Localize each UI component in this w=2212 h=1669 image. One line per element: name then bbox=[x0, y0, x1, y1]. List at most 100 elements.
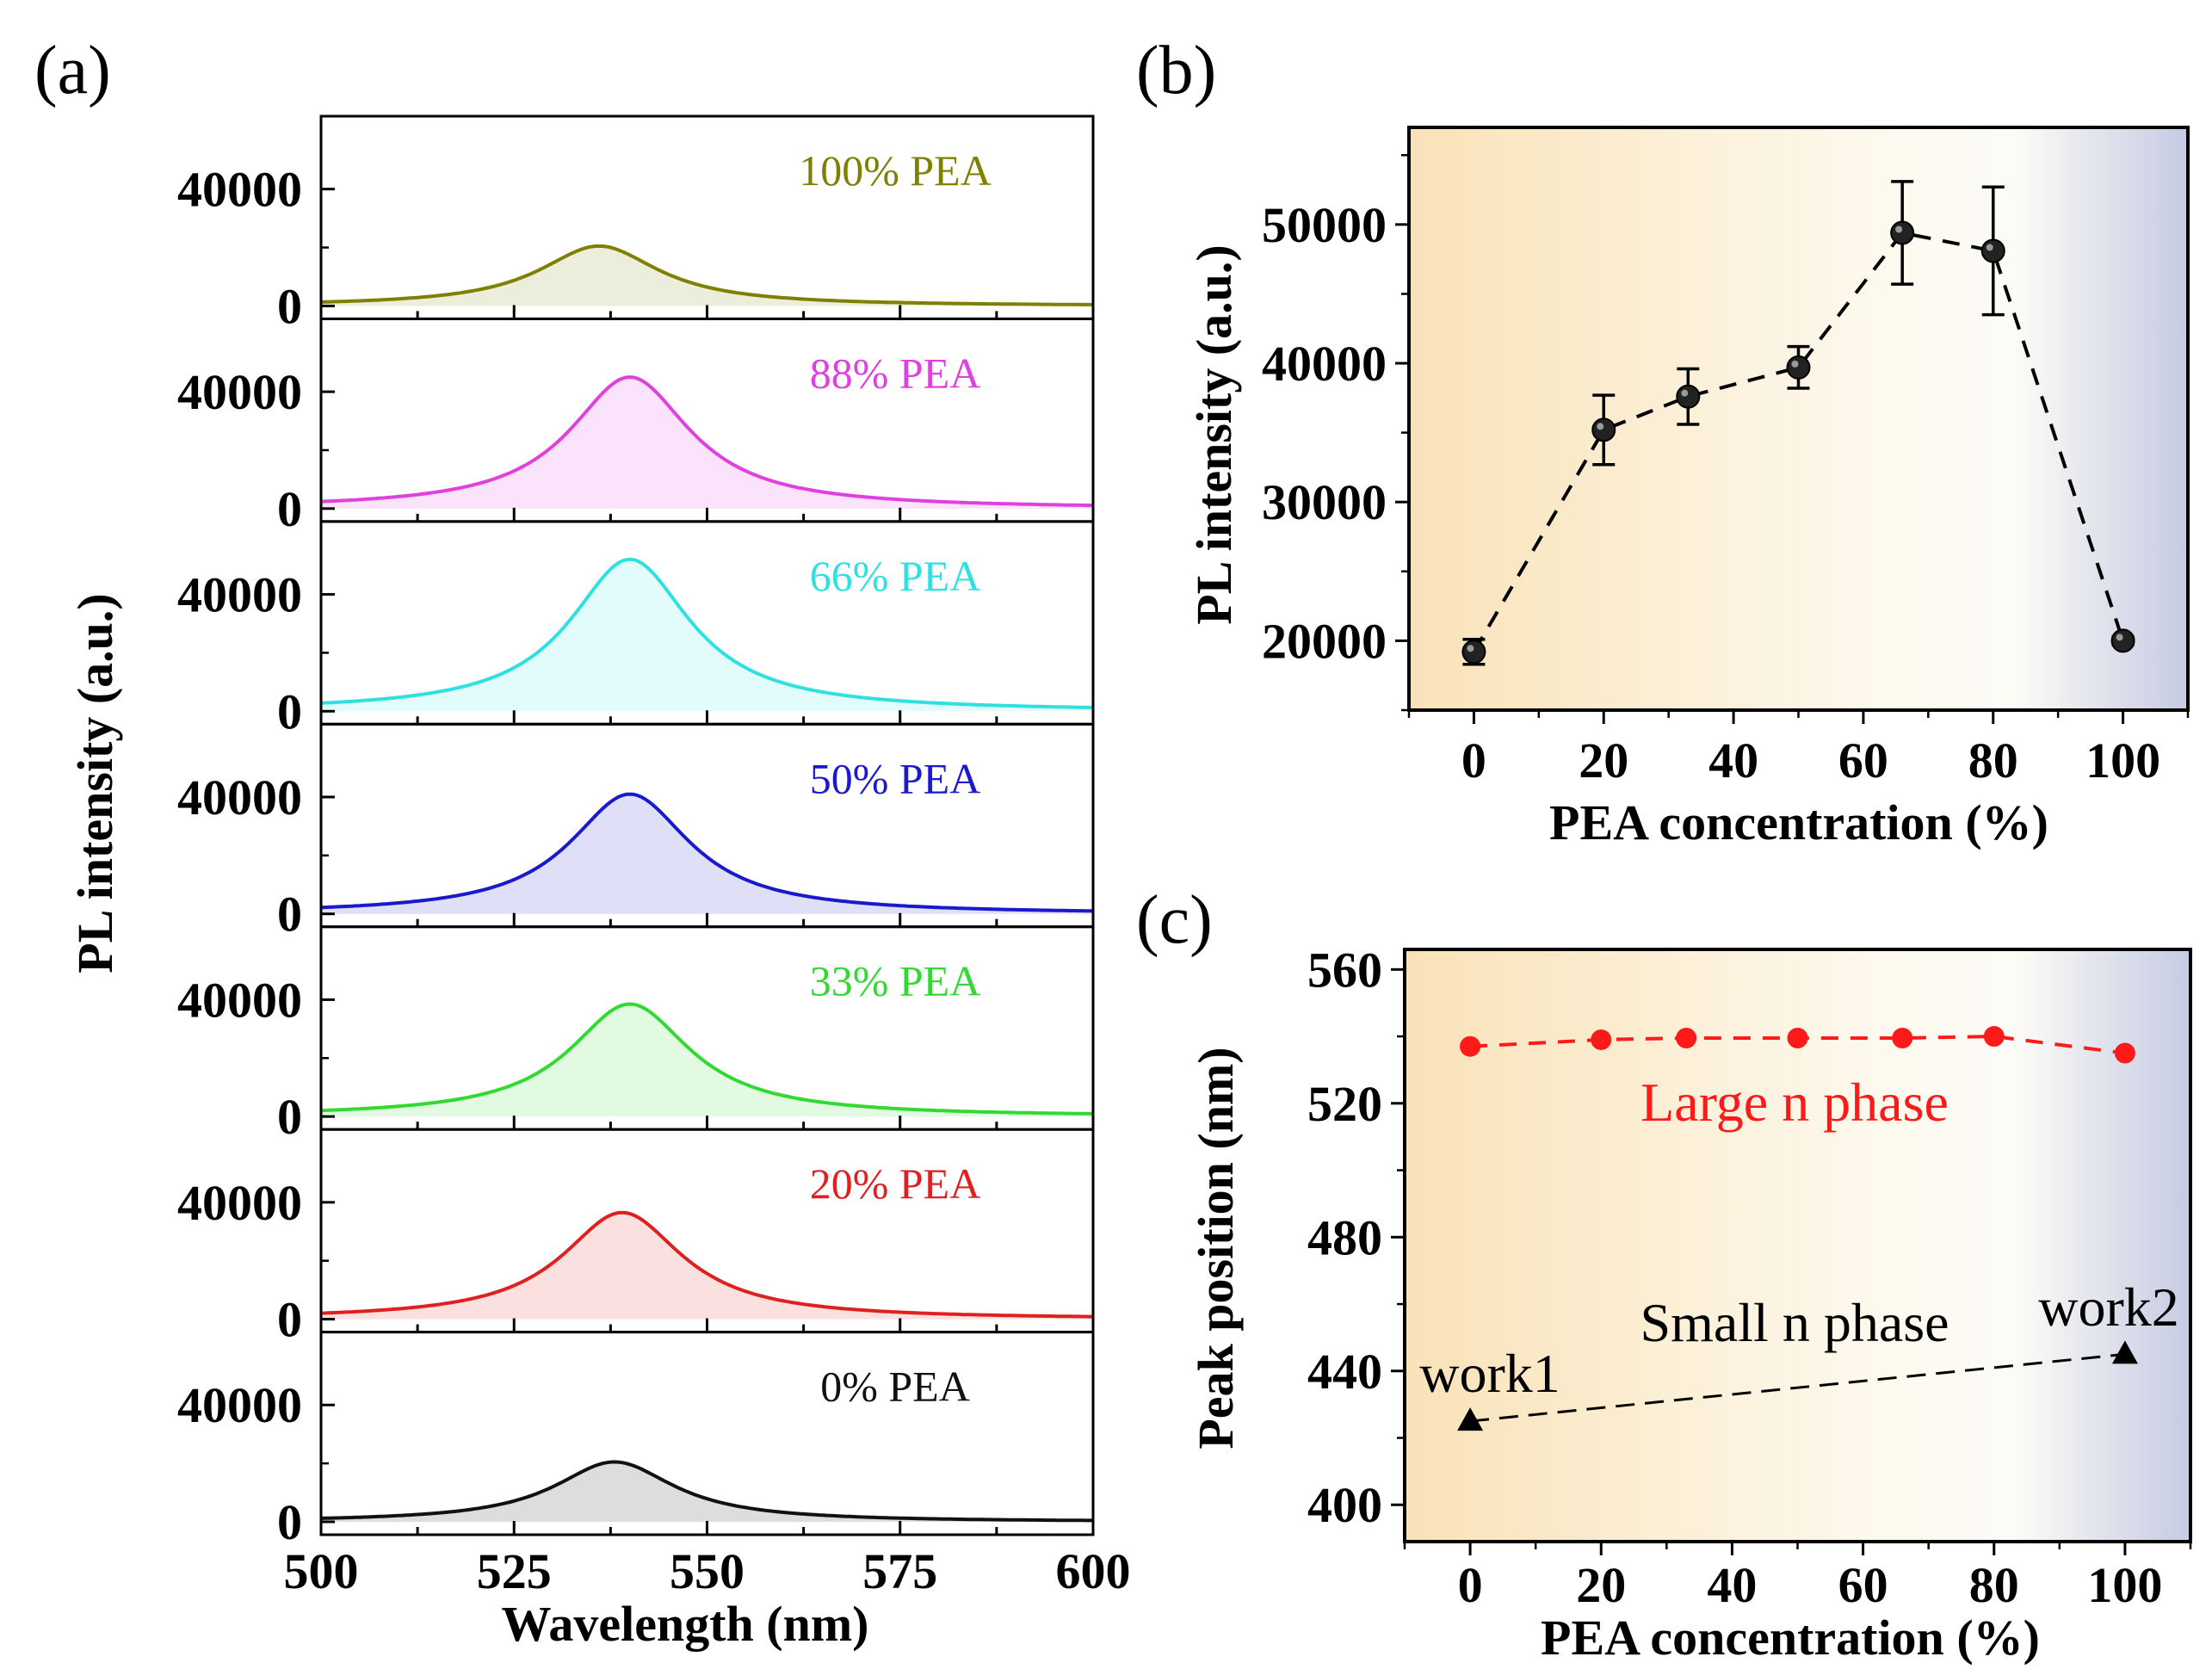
data-point bbox=[1980, 238, 2005, 263]
spectrum-fill-0-pea bbox=[321, 1462, 1093, 1522]
spectrum-fill-50-pea bbox=[321, 794, 1093, 914]
large-n-data-point bbox=[1892, 1028, 1913, 1049]
small-n-trend-line bbox=[1469, 1352, 2126, 1423]
data-point-highlight bbox=[1467, 645, 1474, 652]
x-tick-label: 80 bbox=[1968, 733, 2018, 788]
y-tick-label: 30000 bbox=[1262, 474, 1387, 530]
y-tick-label: 560 bbox=[1307, 942, 1382, 998]
x-tick-label: 60 bbox=[1838, 1557, 1888, 1613]
data-point-highlight bbox=[2116, 634, 2123, 641]
data-point-highlight bbox=[1986, 244, 1993, 251]
y-tick-label: 50000 bbox=[1262, 197, 1387, 253]
panel-b-plot: 0 20 40 60 80 100 20000 30000 40000 50000 bbox=[1262, 153, 2190, 788]
spectrum-subplot-0-pea: 0 40000 0% PEA bbox=[177, 1331, 1095, 1550]
trace-label-88-pea: 88% PEA bbox=[810, 349, 981, 397]
x-tick-label: 100 bbox=[2087, 1557, 2162, 1613]
spectrum-fill-66-pea bbox=[321, 559, 1093, 712]
panel-a: (a) 0 40000 100% PEA 0 40000 88% PEA 0 40000 66%… bbox=[34, 33, 1131, 1652]
y-tick-label: 0 bbox=[277, 1494, 302, 1550]
y-tick-label: 40000 bbox=[177, 770, 302, 825]
data-point-highlight bbox=[1791, 360, 1799, 368]
x-tick-label: 40 bbox=[1708, 733, 1758, 788]
spectrum-line-100-pea bbox=[320, 244, 1093, 306]
x-tick-label: 575 bbox=[862, 1543, 937, 1599]
trace-label-100-pea: 100% PEA bbox=[799, 146, 992, 195]
subplot-frame bbox=[319, 1331, 1095, 1536]
y-tick-label: 0 bbox=[277, 887, 302, 943]
work2-label: work2 bbox=[2038, 1276, 2179, 1338]
panel-c-frame bbox=[1403, 948, 2192, 1543]
y-tick-label: 520 bbox=[1307, 1076, 1382, 1132]
spectrum-subplot-20-pea: 0 40000 20% PEA bbox=[177, 1128, 1095, 1348]
y-tick-label: 40000 bbox=[177, 162, 302, 218]
panel-c-plot: Large n phase Small n phase work1 work2 0 20 4… bbox=[1307, 942, 2192, 1613]
y-tick-label: 40000 bbox=[177, 972, 302, 1028]
y-tick-label: 0 bbox=[277, 278, 302, 334]
y-tick-label: 400 bbox=[1307, 1477, 1382, 1533]
data-point bbox=[1676, 384, 1701, 409]
x-tick-label: 20 bbox=[1576, 1557, 1626, 1613]
data-point bbox=[2110, 628, 2135, 653]
panel-b-xlabel: PEA concentration (%) bbox=[1549, 794, 2048, 850]
y-tick-label: 40000 bbox=[177, 1377, 302, 1433]
spectrum-fill-100-pea bbox=[321, 245, 1093, 306]
data-point-highlight bbox=[1597, 423, 1604, 430]
panel-b-letter: (b) bbox=[1136, 33, 1216, 108]
small-n-phase-label: Small n phase bbox=[1640, 1292, 1949, 1353]
spectrum-fill-33-pea bbox=[321, 1004, 1093, 1117]
y-tick-label: 0 bbox=[277, 481, 302, 537]
large-n-data-point bbox=[1591, 1029, 1612, 1050]
x-tick-label: 20 bbox=[1579, 733, 1628, 788]
large-n-data-point bbox=[1787, 1028, 1808, 1049]
data-point-highlight bbox=[1895, 226, 1903, 233]
panel-b: (b) 0 20 40 60 80 100 20000 30000 40000 50000 PEA… bbox=[1136, 33, 2190, 850]
spectrum-line-20-pea bbox=[320, 1210, 1093, 1319]
large-n-phase-label: Large n phase bbox=[1640, 1072, 1949, 1133]
x-tick-label: 100 bbox=[2085, 733, 2160, 788]
y-tick-label: 0 bbox=[277, 683, 302, 739]
large-n-data-point bbox=[1676, 1028, 1697, 1049]
panel-c-letter: (c) bbox=[1136, 882, 1213, 958]
y-tick-label: 40000 bbox=[1262, 336, 1387, 392]
y-tick-label: 480 bbox=[1307, 1209, 1382, 1265]
trace-label-50-pea: 50% PEA bbox=[810, 754, 981, 802]
trace-label-0-pea: 0% PEA bbox=[820, 1363, 970, 1411]
panel-c-ylabel: Peak position (nm) bbox=[1188, 1047, 1244, 1449]
x-tick-label: 40 bbox=[1707, 1557, 1757, 1613]
data-point bbox=[1786, 355, 1811, 380]
x-tick-label: 600 bbox=[1056, 1543, 1131, 1599]
large-n-data-point bbox=[1983, 1026, 2005, 1048]
small-n-data-point bbox=[2111, 1340, 2138, 1364]
panel-b-frame bbox=[1407, 126, 2190, 712]
small-n-data-point bbox=[1457, 1407, 1484, 1431]
trace-label-66-pea: 66% PEA bbox=[810, 552, 981, 600]
work1-label: work1 bbox=[1419, 1343, 1560, 1404]
x-tick-label: 500 bbox=[284, 1543, 359, 1599]
panel-a-ylabel: PL intensity (a.u.) bbox=[67, 593, 123, 974]
large-n-data-point bbox=[2114, 1042, 2135, 1064]
trace-label-33-pea: 33% PEA bbox=[810, 957, 981, 1005]
y-tick-label: 0 bbox=[277, 1292, 302, 1348]
spectrum-line-88-pea bbox=[320, 375, 1093, 508]
spectrum-line-0-pea bbox=[320, 1460, 1093, 1523]
spectrum-subplot-66-pea: 0 40000 66% PEA bbox=[177, 520, 1095, 739]
panel-c-xlabel: PEA concentration (%) bbox=[1541, 1610, 2040, 1666]
y-tick-label: 440 bbox=[1307, 1344, 1382, 1400]
data-point bbox=[1591, 417, 1616, 442]
spectrum-fill-20-pea bbox=[321, 1212, 1093, 1320]
spectrum-subplot-33-pea: 0 40000 33% PEA bbox=[177, 925, 1095, 1145]
spectrum-line-66-pea bbox=[320, 557, 1094, 709]
x-tick-label: 550 bbox=[670, 1543, 745, 1599]
panel-b-background bbox=[1409, 127, 2188, 710]
x-tick-label: 0 bbox=[1461, 733, 1486, 788]
spectrum-line-33-pea bbox=[320, 1002, 1093, 1116]
data-point bbox=[1461, 640, 1486, 665]
x-tick-label: 60 bbox=[1838, 733, 1888, 788]
large-n-data-point bbox=[1460, 1035, 1481, 1057]
panel-a-xlabel: Wavelength (nm) bbox=[502, 1596, 869, 1652]
y-tick-label: 40000 bbox=[177, 1175, 302, 1231]
spectrum-fill-88-pea bbox=[321, 377, 1093, 509]
y-tick-label: 40000 bbox=[177, 364, 302, 420]
x-tick-label: 525 bbox=[477, 1543, 552, 1599]
